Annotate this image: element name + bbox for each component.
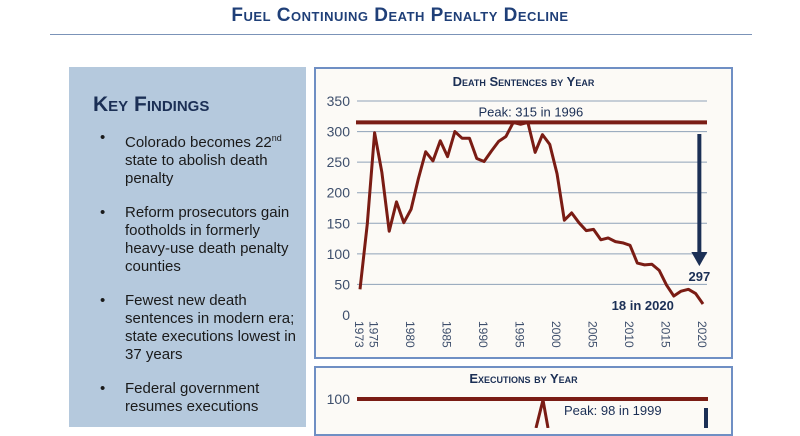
x-tick-label: 1995 [513, 321, 527, 348]
finding-text: Fewest new death sentences in modern era… [125, 292, 296, 363]
x-tick-label: 2015 [659, 321, 673, 348]
key-findings-heading: Key Findings [93, 93, 209, 117]
page-title: Fuel Continuing Death Penalty Decline [0, 5, 800, 27]
death-sentences-line [360, 122, 703, 304]
finding-superscript: nd [272, 133, 282, 143]
peak-annotation: Peak: 315 in 1996 [478, 104, 583, 119]
bullet-icon: • [100, 292, 105, 310]
bullet-icon: • [100, 129, 105, 147]
finding-text: state to abolish death penalty [125, 152, 268, 187]
key-finding-item: • Federal government resumes executions [69, 380, 306, 416]
y-tick-label: 150 [327, 215, 351, 231]
latest-annotation: 18 in 2020 [612, 298, 674, 313]
x-tick-label: 2020 [695, 321, 709, 348]
bullet-icon: • [100, 204, 105, 222]
y-tick-label: 250 [327, 154, 351, 170]
drop-arrow-head [691, 252, 707, 266]
key-findings-panel: Key Findings • Colorado becomes 22nd stat… [69, 67, 306, 427]
y-tick-label: 300 [327, 124, 351, 140]
x-tick-label: 2000 [549, 321, 563, 348]
x-tick-label: 1990 [476, 321, 490, 348]
key-finding-item: • Fewest new death sentences in modern er… [69, 292, 306, 364]
peak-annotation: Peak: 98 in 1999 [564, 403, 662, 418]
x-tick-label: 1973 [352, 321, 366, 348]
x-tick-label: 1985 [440, 321, 454, 348]
x-tick-label: 1975 [367, 321, 381, 348]
x-tick-label: 2005 [586, 321, 600, 348]
y-tick-label: 100 [327, 391, 351, 407]
executions-line [536, 400, 548, 428]
finding-text: Colorado becomes 22 [125, 134, 272, 151]
finding-text: Reform prosecutors gain footholds in for… [125, 204, 289, 275]
title-divider [50, 34, 752, 35]
bullet-icon: • [100, 380, 105, 398]
key-finding-item: • Colorado becomes 22nd state to abolish … [69, 129, 306, 188]
y-tick-label: 350 [327, 93, 351, 109]
x-tick-label: 2010 [622, 321, 636, 348]
finding-text: Federal government resumes executions [125, 380, 259, 415]
drop-annotation: 297 [688, 269, 710, 284]
key-findings-list: • Colorado becomes 22nd state to abolish … [69, 129, 306, 432]
y-tick-label: 0 [342, 307, 350, 323]
x-tick-label: 1980 [403, 321, 417, 348]
executions-plot: 100 Peak: 98 in 1999 [316, 368, 731, 428]
key-finding-item: • Reform prosecutors gain footholds in fo… [69, 204, 306, 276]
y-tick-label: 50 [334, 276, 350, 292]
y-tick-label: 200 [327, 185, 351, 201]
y-tick-label: 100 [327, 246, 351, 262]
